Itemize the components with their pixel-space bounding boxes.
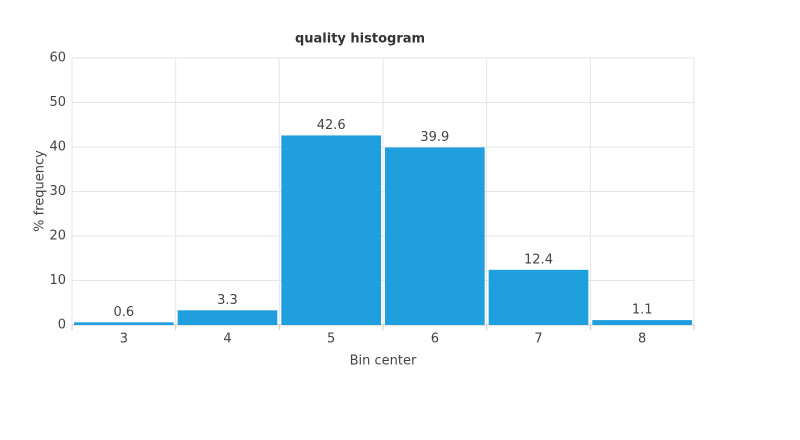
x-tick-label: 6 [431, 332, 439, 347]
y-tick-label: 0 [58, 318, 66, 333]
y-tick-label: 60 [49, 51, 66, 66]
x-tick-label: 8 [638, 332, 646, 347]
y-tick-label: 50 [49, 95, 66, 110]
x-tick-label: 7 [534, 332, 542, 347]
x-axis-label: Bin center [350, 354, 417, 369]
x-tick-label: 3 [120, 332, 128, 347]
value-label: 12.4 [524, 252, 553, 267]
bar [385, 147, 485, 325]
value-label: 0.6 [113, 305, 134, 320]
chart-title: quality histogram [295, 32, 425, 47]
y-tick-label: 30 [49, 184, 66, 199]
y-tick-label: 40 [49, 140, 66, 155]
x-tick-label: 4 [223, 332, 231, 347]
value-label: 3.3 [217, 293, 238, 308]
bar [281, 135, 381, 325]
x-tick-label: 5 [327, 332, 335, 347]
y-axis-label: % frequency [33, 150, 48, 232]
bar [74, 322, 174, 325]
value-label: 39.9 [420, 130, 449, 145]
y-tick-label: 20 [49, 229, 66, 244]
value-label: 1.1 [632, 303, 653, 318]
bar [177, 310, 278, 325]
y-tick-label: 10 [49, 273, 66, 288]
bar [592, 320, 692, 325]
value-label: 42.6 [317, 118, 346, 133]
bar [488, 269, 589, 325]
